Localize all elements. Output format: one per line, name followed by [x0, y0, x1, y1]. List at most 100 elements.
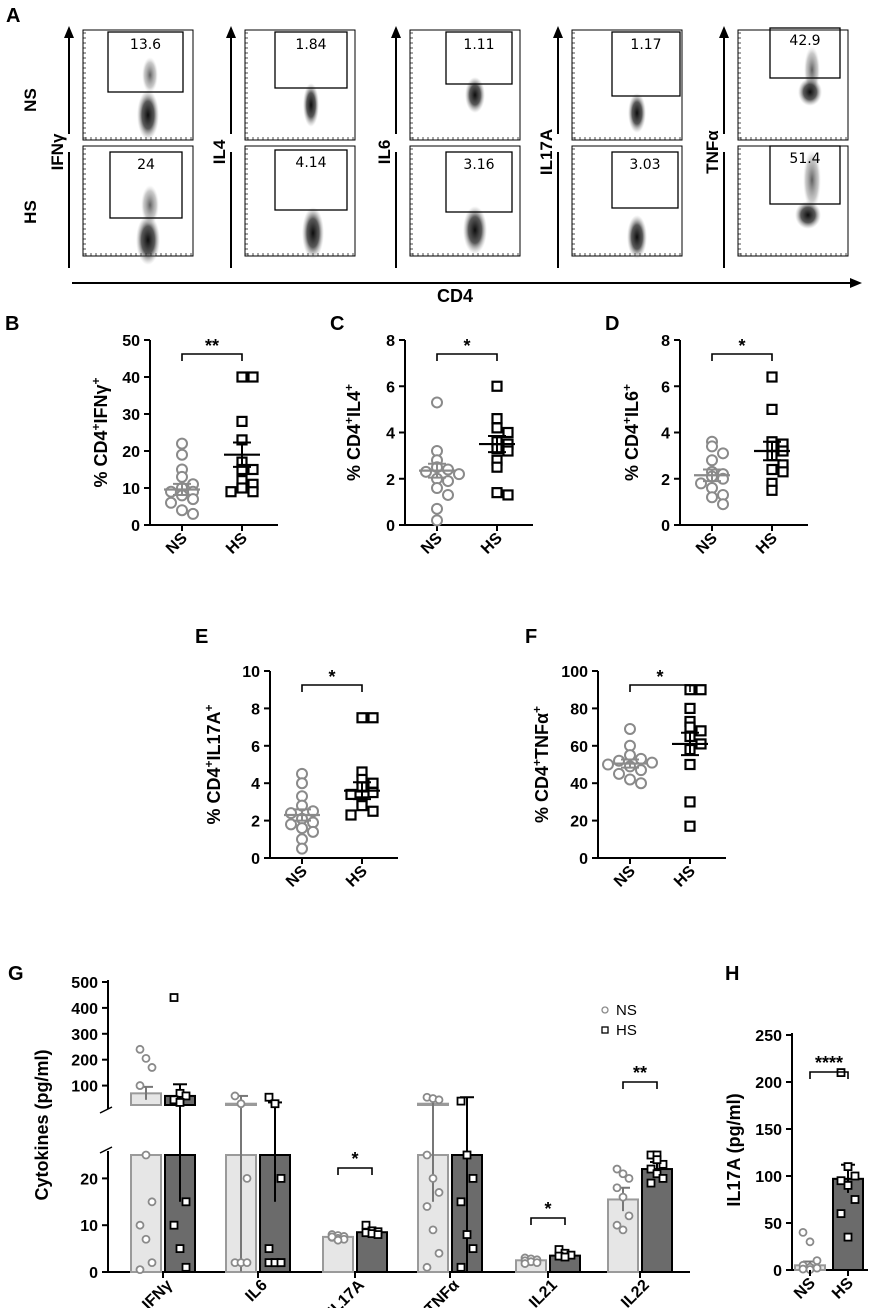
data-point-hs	[276, 1258, 286, 1268]
flow-y-arrow-icon	[391, 26, 401, 38]
data-point-hs	[684, 820, 696, 832]
data-point-hs	[181, 1197, 191, 1207]
panel-label: C	[330, 313, 344, 335]
data-point-ns	[135, 1265, 145, 1275]
flow-plot-frame	[571, 29, 683, 141]
y-label-sup: +	[89, 424, 103, 431]
x-tick-label: NS	[163, 530, 191, 558]
flow-density-blob	[302, 207, 324, 259]
data-point-ns	[612, 1220, 622, 1230]
significance-label: *	[738, 336, 745, 356]
y-label-base: % CD4	[622, 424, 642, 481]
data-point-ns	[798, 1228, 808, 1237]
data-point-hs	[247, 371, 259, 383]
flow-marker-label: IL17A	[537, 129, 556, 175]
significance-label: *	[351, 1149, 358, 1169]
flow-gate-percent: 51.4	[789, 151, 820, 167]
data-point-ns	[176, 504, 188, 517]
x-tick-label: NS	[611, 863, 639, 891]
y-tick-label: 80	[570, 701, 588, 718]
significance-label: *	[544, 1199, 551, 1219]
flow-gate-box	[769, 27, 841, 79]
data-point-ns	[442, 463, 454, 476]
flow-gate-percent: 24	[137, 157, 155, 173]
flow-plot-frame	[244, 145, 356, 257]
data-point-hs	[843, 1232, 853, 1242]
y-axis-label: % CD4+TNFα+	[530, 706, 552, 823]
data-point-hs	[169, 1220, 179, 1230]
data-point-hs	[181, 1091, 191, 1101]
y-label-sup: +	[620, 417, 634, 424]
data-point-hs	[777, 466, 789, 478]
panel-g-cytokine-bars: G 0 10 20 100 200 300 400 500 Cytokines (pg/ml) IF…	[8, 963, 690, 1308]
y-tick-label: 2	[251, 814, 260, 831]
flow-plot-frame	[737, 29, 849, 141]
flow-density-blob	[137, 90, 159, 140]
y-axis-label: Cytokines (pg/ml)	[32, 1049, 52, 1200]
data-point-hs	[468, 1174, 478, 1183]
data-point-ns	[431, 502, 443, 515]
x-tick-label: HS	[223, 530, 251, 558]
y-tick-label: 10	[80, 1218, 98, 1235]
flow-gate-box	[274, 149, 348, 211]
data-point-ns	[618, 1225, 628, 1235]
y-tick-label: 30	[122, 407, 140, 424]
y-tick-label: 40	[570, 776, 588, 793]
data-point-ns	[141, 1150, 151, 1160]
y-label-sup: +	[202, 761, 216, 768]
flow-gate-percent: 42.9	[789, 33, 820, 49]
data-point-hs	[658, 1159, 668, 1169]
flow-marker-label: TNFα	[703, 130, 722, 174]
panel-label: E	[195, 626, 208, 648]
data-point-ns	[635, 777, 647, 790]
data-point-ns	[635, 764, 647, 777]
data-point-hs	[181, 1262, 191, 1272]
data-point-ns	[431, 514, 443, 527]
flow-density-blob	[303, 83, 319, 127]
significance-bracket	[337, 1167, 373, 1175]
axis-break-mark	[99, 1146, 113, 1154]
data-point-ns	[135, 1220, 145, 1230]
flow-column-4: TNFα 42.9 51.4	[703, 26, 849, 268]
flow-y-arrow-icon	[64, 26, 74, 38]
y-tick-label: 50	[764, 1216, 782, 1233]
data-point-hs	[843, 1181, 853, 1190]
data-point-hs	[836, 1209, 846, 1218]
data-point-hs	[491, 487, 503, 499]
panel-a-flow-cytometry: A NS HS IFNγ 13.6 24 IL4 1.84 4.14 IL6 1.11 3.16…	[6, 5, 862, 306]
significance-label: *	[656, 667, 663, 687]
x-tick-label: IFNγ	[139, 1277, 176, 1308]
data-point-hs	[695, 684, 707, 696]
data-point-hs	[766, 484, 778, 496]
flow-density-blob	[798, 78, 822, 106]
data-point-ns	[695, 477, 707, 490]
y-label-base: % CD4	[204, 768, 224, 825]
data-point-ns	[296, 842, 308, 855]
data-point-ns	[285, 818, 297, 831]
data-point-ns	[812, 1256, 822, 1265]
data-point-hs	[502, 426, 514, 439]
flow-gate-box	[445, 31, 513, 85]
data-point-hs	[276, 1174, 286, 1183]
x-tick-label: HS	[478, 530, 506, 558]
y-tick-label: 0	[131, 518, 140, 535]
flow-gate-box	[445, 151, 513, 213]
flow-gate-box	[611, 151, 679, 209]
flow-plot-frame	[244, 29, 356, 141]
y-label-base: % CD4	[532, 766, 552, 823]
data-point-hs	[850, 1195, 860, 1204]
data-point-hs	[491, 380, 503, 392]
data-point-ns	[431, 396, 443, 409]
flow-density-blob	[795, 201, 821, 229]
significance-bracket	[711, 353, 773, 361]
panel-label: D	[605, 313, 619, 335]
flow-density-blob	[627, 215, 647, 259]
data-point-hs	[356, 712, 368, 724]
data-point-ns	[187, 493, 199, 506]
data-point-hs	[247, 486, 259, 498]
data-point-ns	[176, 470, 188, 483]
data-point-hs	[175, 1098, 185, 1107]
data-point-ns	[453, 468, 465, 481]
data-point-hs	[225, 486, 237, 498]
data-point-ns	[296, 777, 308, 790]
